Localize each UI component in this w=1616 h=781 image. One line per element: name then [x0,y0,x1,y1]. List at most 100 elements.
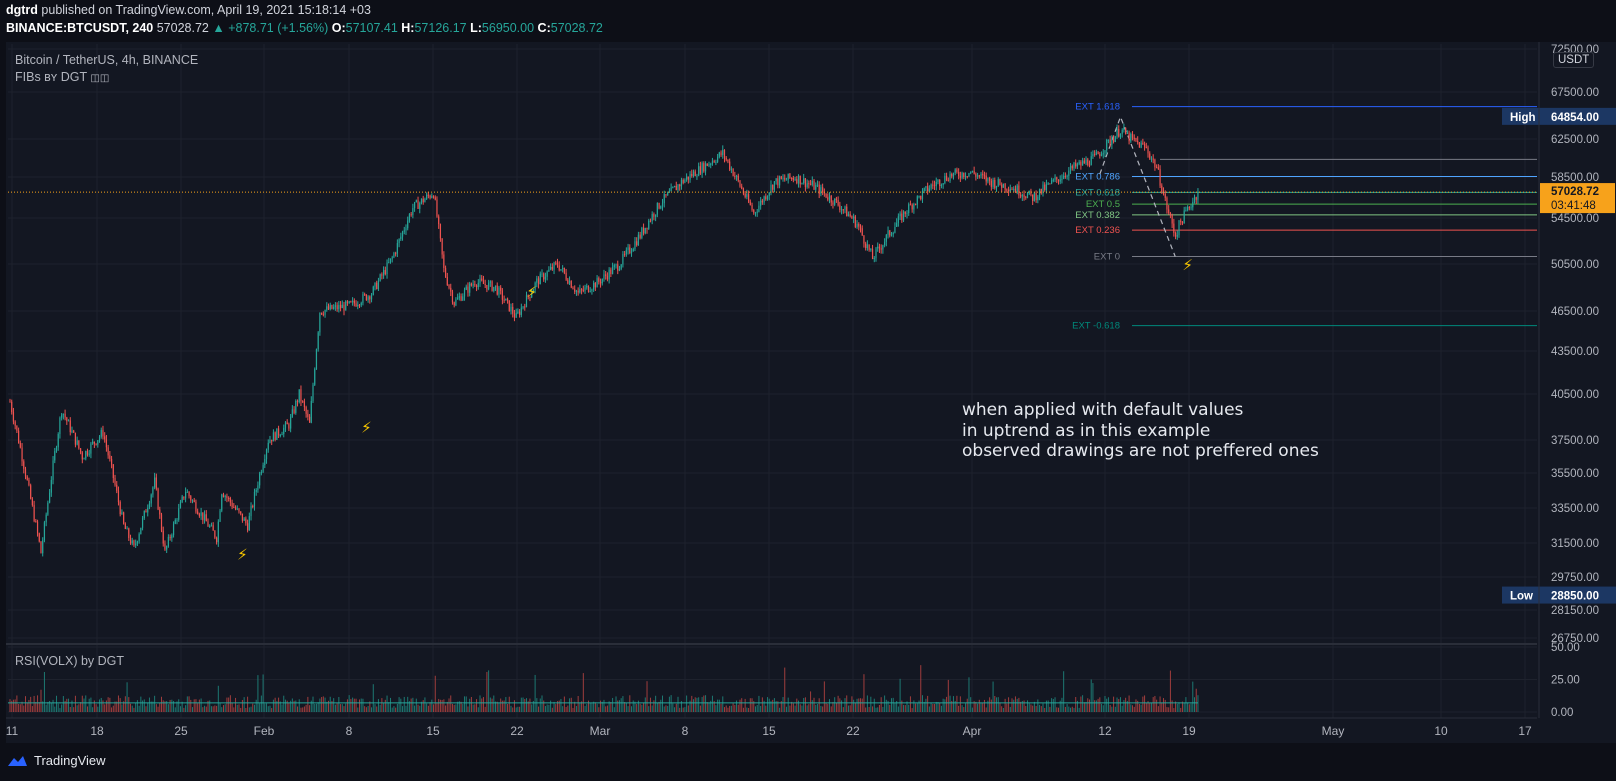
candle-body [672,187,674,189]
candle-body [947,180,949,182]
candle-body [164,543,166,550]
candle-body [971,170,974,173]
candle-body [665,194,667,196]
candle-body [277,428,280,436]
candle-body [1154,159,1156,168]
candle-body [661,203,664,207]
candle-body [1045,184,1048,191]
candle-body [696,175,698,177]
candle-body [413,202,416,209]
candle-body [500,287,502,291]
candle-body [820,187,822,194]
candle-body [706,163,708,166]
candle-body [811,180,813,185]
indicator-name: FIBs ʙʏ DGT [15,70,87,84]
candle-body [1083,160,1085,164]
candle-body [987,177,989,182]
candle-body [532,289,534,294]
candle-body [1016,185,1018,193]
candle-body [1007,189,1010,192]
candle-body [109,455,111,459]
indicator-settings-icon[interactable]: ◫◫ [90,73,110,84]
candle-body [617,264,619,271]
candle-body [1149,153,1151,159]
candle-body [31,498,33,506]
candle-body [613,265,615,267]
candle-body [677,184,679,191]
candle-body [105,439,108,448]
candle-body [386,262,388,275]
pane-title[interactable]: Bitcoin / TetherUS, 4h, BINANCE [15,53,199,67]
candle-body [797,175,800,184]
candle-body [637,234,640,246]
candle-body [951,174,953,177]
candle-body [339,304,342,309]
candle-body [429,195,431,198]
candle-body [484,283,486,285]
candle-body [1002,183,1005,188]
candle-body [198,514,200,516]
candle-body [985,175,987,182]
candle-body [1128,132,1130,142]
time-tick-label: 10 [1434,724,1448,738]
candle-body [229,497,231,503]
candle-body [183,496,185,499]
candle-body [1166,197,1168,210]
candle-body [870,249,872,251]
candle-body [945,175,948,181]
candle-body [1032,194,1034,201]
candle-body [1099,154,1101,157]
rsi-tick-label: 0.00 [1551,707,1573,719]
candle-body [1051,180,1053,184]
candle-body [1018,185,1020,196]
candle-body [658,202,660,209]
candle-body [331,304,333,309]
indicator-legend[interactable]: FIBs ʙʏ DGT ◫◫ [15,70,109,84]
candle-body [145,510,147,513]
candle-body [48,492,51,503]
candle-body [656,202,658,215]
candle-body [622,254,624,265]
candle-body [79,448,82,453]
author-name[interactable]: dgtrd [6,3,38,17]
candle-body [899,213,901,217]
candle-body [35,521,37,523]
candle-body [412,208,414,215]
candle-body [171,535,173,539]
candle-body [1111,139,1113,145]
rsi-legend[interactable]: RSI(VOLX) by DGT [15,654,125,668]
price-tick-label: 28150.00 [1551,605,1599,617]
price-tick-label: 43500.00 [1551,346,1599,358]
last-price-tag-value: 57028.72 [1551,186,1599,198]
candle-body [758,205,760,212]
candle-body [389,258,392,263]
candle-body [634,241,636,250]
candle-body [179,501,182,509]
candle-body [1123,127,1125,130]
candle-body [460,296,462,301]
time-tick-label: 19 [1182,724,1196,738]
candle-body [1035,193,1037,201]
high-value: 57126.17 [414,21,467,35]
candle-body [36,521,39,534]
candle-body [718,152,720,157]
candle-body [944,175,946,184]
candle-body [1195,197,1197,200]
candle-body [608,269,610,280]
candle-body [701,163,703,174]
candle-body [1076,164,1079,167]
candle-body [739,180,741,187]
fib-label: EXT 1.618 [1075,102,1120,113]
candle-body [760,200,762,206]
candle-body [396,243,398,254]
candle-body [474,284,476,286]
candle-body [1143,143,1146,147]
candle-body [1042,184,1044,194]
tradingview-logo[interactable]: TradingView [6,753,106,768]
candle-body [587,285,590,292]
currency-badge[interactable]: USDT [1553,52,1595,68]
candle-body [369,296,371,300]
signal-marker-icon: ⚡ [237,547,248,564]
candle-body [312,384,314,402]
